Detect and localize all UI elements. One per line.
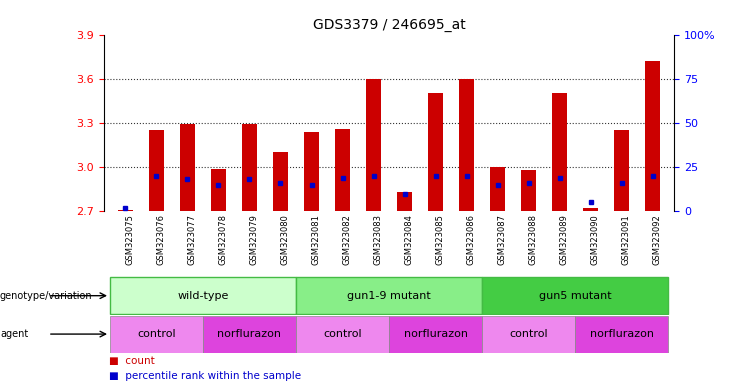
Text: control: control bbox=[509, 329, 548, 339]
Text: GSM323090: GSM323090 bbox=[591, 214, 599, 265]
Text: GSM323092: GSM323092 bbox=[653, 214, 662, 265]
Text: ■  count: ■ count bbox=[110, 356, 155, 366]
Bar bbox=[273, 152, 288, 211]
Text: GSM323087: GSM323087 bbox=[497, 214, 507, 265]
Text: agent: agent bbox=[0, 329, 28, 339]
Text: GSM323089: GSM323089 bbox=[559, 214, 568, 265]
Text: GSM323084: GSM323084 bbox=[405, 214, 413, 265]
Bar bbox=[459, 79, 474, 211]
Text: ■  percentile rank within the sample: ■ percentile rank within the sample bbox=[110, 371, 302, 381]
Title: GDS3379 / 246695_at: GDS3379 / 246695_at bbox=[313, 18, 465, 32]
Text: GSM323079: GSM323079 bbox=[250, 214, 259, 265]
Text: GSM323086: GSM323086 bbox=[467, 214, 476, 265]
Bar bbox=[645, 61, 660, 211]
Text: GSM323082: GSM323082 bbox=[342, 214, 351, 265]
Text: GSM323085: GSM323085 bbox=[436, 214, 445, 265]
Text: GSM323081: GSM323081 bbox=[311, 214, 321, 265]
Bar bbox=[521, 170, 536, 211]
Text: GSM323083: GSM323083 bbox=[373, 214, 382, 265]
Text: GSM323088: GSM323088 bbox=[528, 214, 537, 265]
Bar bbox=[575, 316, 668, 353]
Text: control: control bbox=[323, 329, 362, 339]
Bar bbox=[296, 316, 389, 353]
Bar bbox=[110, 316, 203, 353]
Bar bbox=[482, 316, 575, 353]
Bar bbox=[583, 208, 598, 211]
Text: control: control bbox=[137, 329, 176, 339]
Bar bbox=[389, 316, 482, 353]
Text: GSM323080: GSM323080 bbox=[281, 214, 290, 265]
Bar bbox=[335, 129, 350, 211]
Bar bbox=[242, 124, 257, 211]
Text: gun5 mutant: gun5 mutant bbox=[539, 291, 611, 301]
Text: gun1-9 mutant: gun1-9 mutant bbox=[347, 291, 431, 301]
Text: norflurazon: norflurazon bbox=[404, 329, 468, 339]
Text: GSM323077: GSM323077 bbox=[187, 214, 196, 265]
Text: wild-type: wild-type bbox=[177, 291, 229, 301]
Text: GSM323091: GSM323091 bbox=[622, 214, 631, 265]
Bar bbox=[304, 132, 319, 211]
Bar bbox=[149, 130, 165, 211]
Text: GSM323076: GSM323076 bbox=[156, 214, 165, 265]
Bar bbox=[296, 277, 482, 314]
Bar bbox=[180, 124, 195, 211]
Text: GSM323078: GSM323078 bbox=[219, 214, 227, 265]
Text: genotype/variation: genotype/variation bbox=[0, 291, 93, 301]
Bar bbox=[210, 169, 226, 211]
Text: norflurazon: norflurazon bbox=[217, 329, 282, 339]
Bar bbox=[482, 277, 668, 314]
Bar bbox=[396, 192, 412, 211]
Bar bbox=[614, 130, 629, 211]
Text: norflurazon: norflurazon bbox=[590, 329, 654, 339]
Bar bbox=[203, 316, 296, 353]
Bar bbox=[118, 210, 133, 211]
Bar bbox=[552, 93, 568, 211]
Bar bbox=[490, 167, 505, 211]
Bar bbox=[366, 79, 382, 211]
Bar bbox=[428, 93, 443, 211]
Bar bbox=[110, 277, 296, 314]
Text: GSM323075: GSM323075 bbox=[125, 214, 134, 265]
